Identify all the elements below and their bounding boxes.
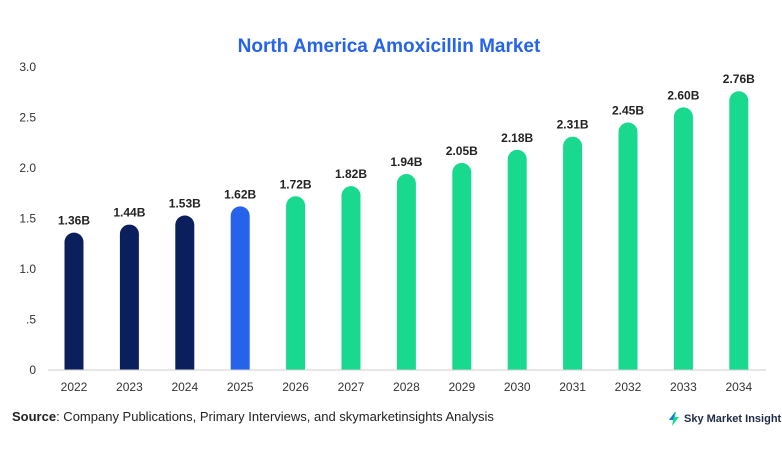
bar-2031 <box>563 136 583 370</box>
bars <box>64 91 749 371</box>
data-label-2030: 2.18B <box>501 131 533 145</box>
x-tick-label: 2022 <box>61 380 88 394</box>
source-text: : Company Publications, Primary Intervie… <box>56 409 494 424</box>
x-tick-label: 2032 <box>615 380 642 394</box>
x-axis: 2022 2023 2024 2025 2026 2027 2028 2029 2030 2031… <box>61 380 753 394</box>
data-label-2024: 1.53B <box>169 196 201 210</box>
data-label-2031: 2.31B <box>557 118 589 132</box>
x-tick-label: 2034 <box>725 380 752 394</box>
data-label-2032: 2.45B <box>612 104 644 118</box>
y-tick-label: 2.0 <box>19 161 36 175</box>
bar-2026 <box>286 196 306 370</box>
data-label-2026: 1.72B <box>280 177 312 191</box>
x-tick-label: 2026 <box>282 380 309 394</box>
data-label-2029: 2.05B <box>446 144 478 158</box>
data-label-2033: 2.60B <box>667 88 699 102</box>
source-note: Source: Company Publications, Primary In… <box>12 409 494 424</box>
x-tick-label: 2031 <box>559 380 586 394</box>
bar-2022 <box>64 232 84 370</box>
y-tick-label: 0 <box>29 363 36 377</box>
data-labels: 1.36B 1.44B 1.53B 1.62B 1.72B 1.82B 1.94B 2.05B… <box>58 72 755 227</box>
data-label-2027: 1.82B <box>335 167 367 181</box>
bar-2028 <box>396 174 416 370</box>
y-tick-label: .5 <box>26 313 36 327</box>
x-tick-label: 2033 <box>670 380 697 394</box>
y-axis: 0 .5 1.0 1.5 2.0 2.5 3.0 <box>19 60 36 377</box>
brand-logo: Sky Market Insights <box>668 412 782 426</box>
y-tick-label: 1.0 <box>19 262 36 276</box>
bar-2029 <box>452 162 472 370</box>
x-tick-label: 2027 <box>338 380 365 394</box>
y-tick-label: 2.5 <box>19 111 36 125</box>
data-label-2023: 1.44B <box>113 206 145 220</box>
x-tick-label: 2030 <box>504 380 531 394</box>
source-label: Source <box>12 409 57 424</box>
data-label-2028: 1.94B <box>390 155 422 169</box>
y-tick-label: 3.0 <box>19 60 36 74</box>
x-tick-label: 2029 <box>448 380 475 394</box>
bar-2034 <box>729 91 749 371</box>
bar-2032 <box>618 122 638 370</box>
bar-2030 <box>507 149 527 370</box>
bar-2024 <box>175 215 195 370</box>
brand-name: Sky Market Insights <box>684 413 782 425</box>
data-label-2034: 2.76B <box>723 72 755 86</box>
data-label-2025: 1.62B <box>224 187 256 201</box>
bar-2033 <box>673 107 693 371</box>
x-tick-label: 2023 <box>116 380 143 394</box>
bar-2023 <box>119 224 139 370</box>
y-tick-label: 1.5 <box>19 212 36 226</box>
bar-2025 <box>230 206 250 370</box>
bolt-icon <box>669 412 679 426</box>
chart-title: North America Amoxicillin Market <box>238 36 541 57</box>
bar-2027 <box>341 186 361 370</box>
x-tick-label: 2024 <box>171 380 198 394</box>
x-tick-label: 2028 <box>393 380 420 394</box>
data-label-2022: 1.36B <box>58 214 90 228</box>
x-tick-label: 2025 <box>227 380 254 394</box>
